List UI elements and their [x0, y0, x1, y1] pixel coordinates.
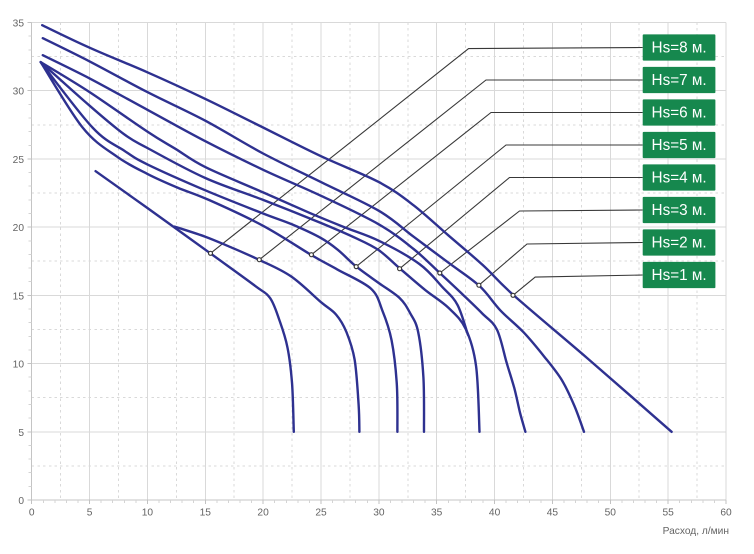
svg-text:5: 5	[87, 508, 93, 519]
svg-text:10: 10	[13, 360, 25, 371]
svg-text:Hs=5 м.: Hs=5 м.	[652, 137, 707, 154]
svg-text:35: 35	[431, 508, 443, 519]
svg-text:5: 5	[18, 428, 24, 439]
svg-text:20: 20	[13, 223, 25, 234]
svg-text:20: 20	[257, 508, 269, 519]
svg-text:Hs=1 м.: Hs=1 м.	[652, 267, 707, 284]
svg-text:Hs=4 м.: Hs=4 м.	[652, 170, 707, 187]
svg-text:30: 30	[373, 508, 385, 519]
svg-text:Hs=8 м.: Hs=8 м.	[652, 40, 707, 57]
svg-text:25: 25	[13, 155, 25, 166]
svg-text:0: 0	[18, 496, 24, 507]
svg-text:10: 10	[142, 508, 154, 519]
svg-text:0: 0	[29, 508, 35, 519]
svg-text:15: 15	[13, 291, 25, 302]
svg-text:60: 60	[720, 508, 732, 519]
svg-text:40: 40	[489, 508, 501, 519]
svg-text:Hs=2 м.: Hs=2 м.	[652, 235, 707, 252]
svg-text:55: 55	[663, 508, 675, 519]
svg-text:Расход, л/мин: Расход, л/мин	[663, 526, 729, 537]
svg-text:Hs=3 м.: Hs=3 м.	[652, 202, 707, 219]
svg-text:25: 25	[315, 508, 327, 519]
svg-text:15: 15	[200, 508, 212, 519]
svg-text:Hs=6 м.: Hs=6 м.	[652, 105, 707, 122]
svg-text:Hs=7 м.: Hs=7 м.	[652, 72, 707, 89]
svg-text:45: 45	[547, 508, 559, 519]
svg-text:35: 35	[13, 19, 25, 30]
svg-text:50: 50	[605, 508, 617, 519]
svg-text:30: 30	[13, 87, 25, 98]
